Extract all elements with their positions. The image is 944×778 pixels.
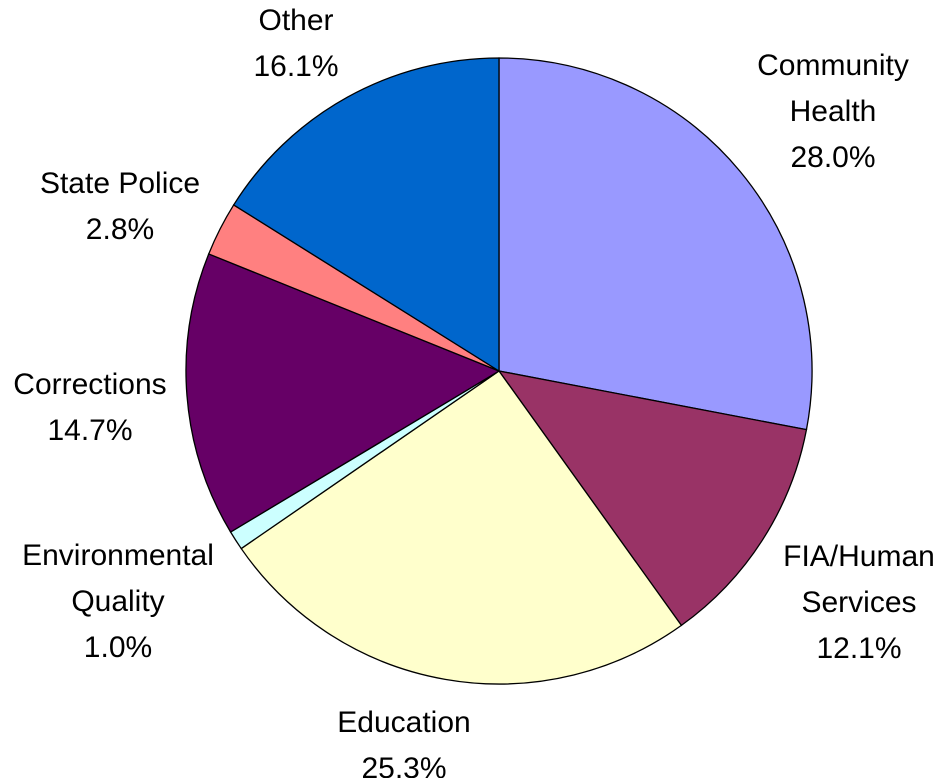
slice-name-label: Health <box>790 95 877 128</box>
slice-value-label: 16.1% <box>253 50 338 83</box>
pie-labels: Community Health 28.0% FIA/Human Services 12.… <box>13 4 935 778</box>
pie-slice-corrections <box>185 253 501 533</box>
slice-value-label: 1.0% <box>84 631 152 664</box>
slice-label-fia-human-services: FIA/Human Services 12.1% <box>783 540 935 665</box>
slice-label-community-health: Community Health 28.0% <box>757 49 909 174</box>
slice-label-state-police: State Police 2.8% <box>40 167 200 246</box>
slice-label-environmental-quality: Environmental Quality 1.0% <box>22 539 214 664</box>
slice-value-label: 14.7% <box>47 414 132 447</box>
slice-value-label: 12.1% <box>816 632 901 665</box>
slice-value-label: 2.8% <box>86 213 154 246</box>
slice-name-label: Quality <box>71 585 164 618</box>
pie-slice-community-health <box>498 57 813 431</box>
pie-slice-other <box>232 57 500 373</box>
slice-name-label: Community <box>757 49 909 82</box>
slice-name-label: Education <box>337 706 470 739</box>
slice-name-label: FIA/Human <box>783 540 935 573</box>
pie-slice-fia-human-services <box>497 370 808 627</box>
slice-name-label: Environmental <box>22 539 214 572</box>
slice-name-label: State Police <box>40 167 200 200</box>
slice-label-other: Other 16.1% <box>253 4 338 83</box>
pie-slices <box>185 57 813 685</box>
slice-value-label: 28.0% <box>790 141 875 174</box>
slice-name-label: Corrections <box>13 368 166 401</box>
pie-slice-education <box>240 370 683 685</box>
slice-value-label: 25.3% <box>361 752 446 778</box>
slice-label-corrections: Corrections 14.7% <box>13 368 166 447</box>
slice-name-label: Services <box>801 586 916 619</box>
slice-name-label: Other <box>258 4 333 37</box>
slice-label-education: Education 25.3% <box>337 706 470 778</box>
